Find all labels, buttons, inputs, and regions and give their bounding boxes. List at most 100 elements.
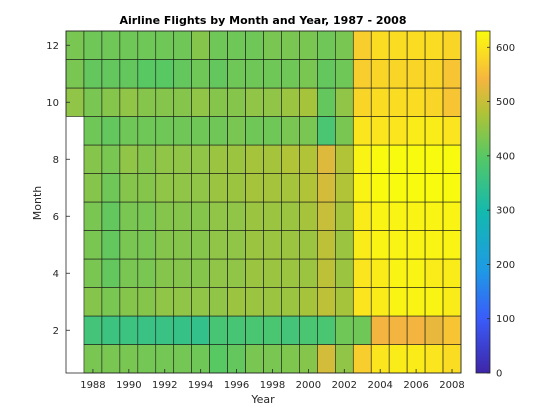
heatmap-cell-2006-1 xyxy=(406,344,426,374)
x-tick-label-1992: 1992 xyxy=(152,380,177,391)
heatmap-cell-1999-7 xyxy=(281,173,300,203)
heatmap-cell-2008-5 xyxy=(442,230,462,260)
heatmap-cell-1998-6 xyxy=(263,201,282,231)
heatmap-cell-1998-11 xyxy=(263,59,282,89)
heatmap-cell-1988-9 xyxy=(83,116,103,146)
heatmap-cell-1997-10 xyxy=(245,87,264,117)
heatmap-cell-2007-12 xyxy=(424,30,444,60)
heatmap-cell-2003-4 xyxy=(352,258,372,288)
x-tick-label-1998: 1998 xyxy=(260,380,285,391)
heatmap-cell-1991-5 xyxy=(137,230,157,260)
heatmap-cell-2007-5 xyxy=(424,230,444,260)
heatmap-cell-1994-3 xyxy=(191,287,210,317)
heatmap-cell-1996-4 xyxy=(227,258,246,288)
heatmap-cell-1996-9 xyxy=(227,116,246,146)
heatmap-cell-1995-8 xyxy=(209,144,228,174)
heatmap-cell-1994-7 xyxy=(191,173,210,203)
heatmap-cell-1992-12 xyxy=(155,30,175,60)
heatmap-cell-1989-9 xyxy=(101,116,121,146)
heatmap-cell-2003-11 xyxy=(352,59,372,89)
heatmap-cell-2002-8 xyxy=(335,144,354,174)
heatmap-cell-1996-7 xyxy=(227,173,246,203)
heatmap-cell-1994-11 xyxy=(191,59,210,89)
heatmap-cell-2006-9 xyxy=(406,116,426,146)
heatmap-cell-1999-3 xyxy=(281,287,300,317)
heatmap-cell-1996-12 xyxy=(227,30,246,60)
heatmap-cell-1990-7 xyxy=(119,173,139,203)
heatmap-cell-1997-6 xyxy=(245,201,264,231)
heatmap-cell-1992-7 xyxy=(155,173,175,203)
heatmap-cell-1999-10 xyxy=(281,87,300,117)
heatmap-cell-1990-12 xyxy=(119,30,139,60)
heatmap-cell-1993-5 xyxy=(173,230,192,260)
heatmap-cell-1988-5 xyxy=(83,230,103,260)
heatmap-cell-1991-2 xyxy=(137,315,157,345)
heatmap-cell-2007-11 xyxy=(424,59,444,89)
heatmap-cell-2005-4 xyxy=(388,258,408,288)
heatmap-cell-1998-12 xyxy=(263,30,282,60)
heatmap-cell-1999-2 xyxy=(281,315,300,345)
plot-frame xyxy=(65,30,462,374)
heatmap-cell-1991-9 xyxy=(137,116,157,146)
heatmap-cell-1988-1 xyxy=(83,344,103,374)
heatmap-cell-1988-6 xyxy=(83,201,103,231)
heatmap-cell-2007-7 xyxy=(424,173,444,203)
heatmap-cell-1999-9 xyxy=(281,116,300,146)
heatmap-cell-1998-10 xyxy=(263,87,282,117)
heatmap-cell-1990-6 xyxy=(119,201,139,231)
heatmap-cell-2001-8 xyxy=(317,144,336,174)
x-axis-label: Year xyxy=(250,393,275,406)
heatmap-cell-1993-6 xyxy=(173,201,192,231)
heatmap-cell-2003-3 xyxy=(352,287,372,317)
heatmap-cell-1997-9 xyxy=(245,116,264,146)
heatmap-cell-1992-3 xyxy=(155,287,175,317)
heatmap-cell-1997-8 xyxy=(245,144,264,174)
heatmap-cell-1994-6 xyxy=(191,201,210,231)
heatmap-cell-1989-11 xyxy=(101,59,121,89)
heatmap-cell-2007-10 xyxy=(424,87,444,117)
heatmap-cell-2000-4 xyxy=(299,258,318,288)
heatmap-cell-1996-1 xyxy=(227,344,246,374)
heatmap-cell-2004-12 xyxy=(370,30,390,60)
heatmap-cell-2004-11 xyxy=(370,59,390,89)
heatmap-cell-2000-2 xyxy=(299,315,318,345)
heatmap-cell-2001-1 xyxy=(317,344,336,374)
heatmap-cell-1990-9 xyxy=(119,116,139,146)
heatmap-cell-2006-10 xyxy=(406,87,426,117)
heatmap-cell-2008-10 xyxy=(442,87,462,117)
heatmap-cell-1995-11 xyxy=(209,59,228,89)
heatmap-cell-2004-5 xyxy=(370,230,390,260)
heatmap-cell-2004-6 xyxy=(370,201,390,231)
heatmap-cell-1995-7 xyxy=(209,173,228,203)
heatmap-cell-2003-7 xyxy=(352,173,372,203)
heatmap-cell-2005-9 xyxy=(388,116,408,146)
heatmap-cells xyxy=(65,30,462,374)
heatmap-cell-2005-2 xyxy=(388,315,408,345)
heatmap-cell-2001-12 xyxy=(317,30,336,60)
heatmap-cell-2001-5 xyxy=(317,230,336,260)
heatmap-cell-1989-4 xyxy=(101,258,121,288)
heatmap-cell-1996-8 xyxy=(227,144,246,174)
heatmap-cell-1989-5 xyxy=(101,230,121,260)
heatmap-cell-2008-8 xyxy=(442,144,462,174)
heatmap-cell-1988-12 xyxy=(83,30,103,60)
heatmap-cell-2006-5 xyxy=(406,230,426,260)
y-tick-label-12: 12 xyxy=(46,41,59,52)
heatmap-cell-2003-2 xyxy=(352,315,372,345)
heatmap-cell-2005-5 xyxy=(388,230,408,260)
heatmap-cell-1998-7 xyxy=(263,173,282,203)
heatmap-cell-1998-5 xyxy=(263,230,282,260)
heatmap-cell-1987-11 xyxy=(65,59,85,89)
heatmap-cell-1991-3 xyxy=(137,287,157,317)
heatmap-cell-2002-11 xyxy=(335,59,354,89)
heatmap-cell-2000-3 xyxy=(299,287,318,317)
heatmap-cell-1997-4 xyxy=(245,258,264,288)
heatmap-cell-2008-9 xyxy=(442,116,462,146)
heatmap-cell-1999-11 xyxy=(281,59,300,89)
heatmap-cell-1992-9 xyxy=(155,116,175,146)
x-tick-label-1988: 1988 xyxy=(80,380,105,391)
y-tick-label-2: 2 xyxy=(53,326,59,337)
heatmap-cell-2006-3 xyxy=(406,287,426,317)
heatmap-cell-1992-10 xyxy=(155,87,175,117)
